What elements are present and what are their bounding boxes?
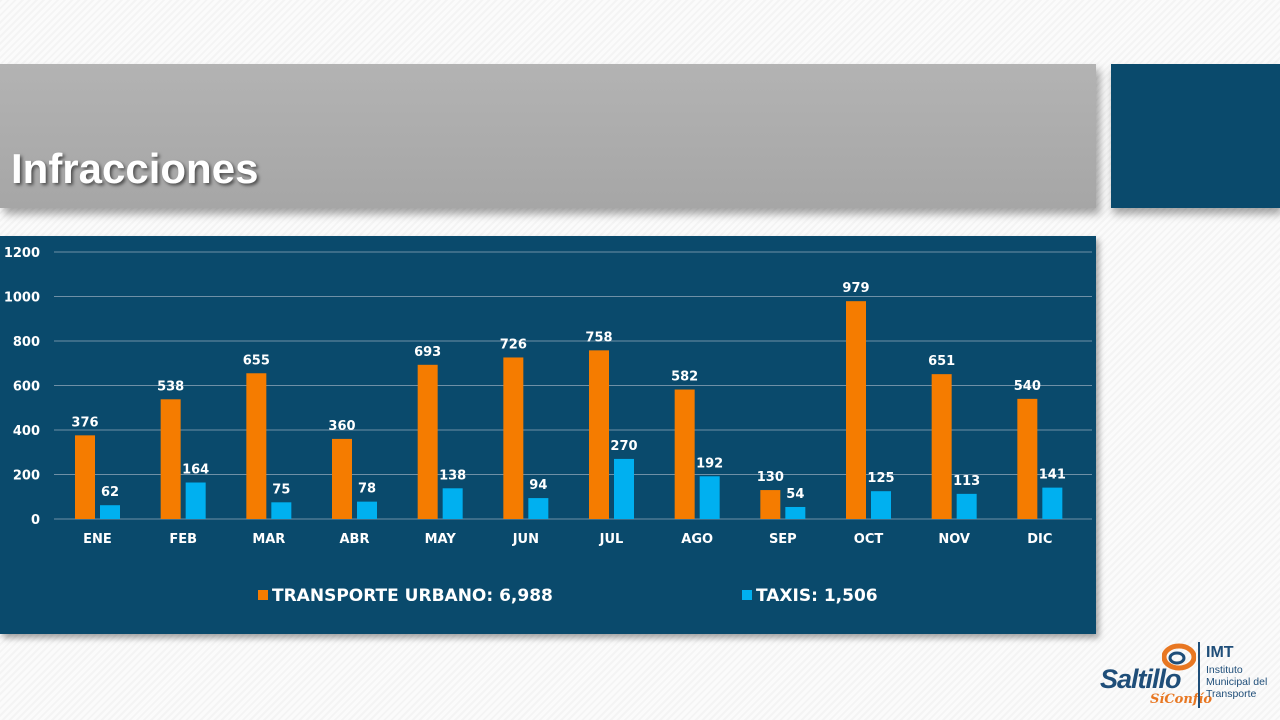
data-label: 192 [696, 456, 723, 471]
y-tick-label: 1000 [4, 291, 40, 306]
data-label: 726 [500, 337, 527, 352]
title-bar [0, 64, 1096, 208]
data-label: 75 [272, 482, 290, 497]
swirl-icon [1162, 643, 1196, 671]
x-tick-label: OCT [854, 532, 884, 547]
bar-taxis [185, 482, 206, 519]
bar-taxis [871, 491, 891, 519]
data-label: 651 [928, 354, 955, 369]
bar-transporte-urbano [589, 350, 609, 519]
bar-transporte-urbano [246, 373, 267, 519]
bar-chart: 0 200 400 600 800 1000 1200 376 62 ENE 538 164 FEB 65… [4, 246, 1092, 606]
data-label: 78 [358, 482, 376, 497]
x-tick-label: ABR [340, 532, 370, 547]
data-label: 655 [243, 353, 270, 368]
bar-taxis [614, 458, 634, 519]
slide-title: Infracciones [11, 145, 259, 192]
bar-transporte-urbano [332, 438, 352, 519]
bar-transporte-urbano [931, 374, 952, 519]
data-label: 94 [529, 478, 547, 493]
legend-swatch [258, 590, 268, 600]
y-tick-label: 1200 [4, 246, 40, 261]
bar-taxis [1042, 487, 1063, 519]
bar-taxis [357, 501, 377, 519]
y-tick-label: 800 [13, 335, 40, 350]
y-tick-label: 400 [13, 424, 40, 439]
data-label: 360 [328, 419, 355, 434]
logo-acronym: IMT [1206, 644, 1234, 661]
bar-transporte-urbano [846, 301, 866, 519]
legend-label: TAXIS: 1,506 [756, 586, 878, 606]
x-tick-label: MAY [425, 532, 457, 547]
bar-taxis [956, 493, 977, 519]
x-tick-label: ENE [83, 532, 112, 547]
bar-transporte-urbano [503, 357, 524, 519]
x-tick-label: SEP [769, 532, 797, 547]
data-label: 62 [101, 485, 119, 500]
x-tick-label: JUL [599, 532, 624, 547]
y-tick-label: 0 [31, 513, 40, 528]
bar-taxis [271, 502, 292, 519]
data-label: 141 [1039, 468, 1066, 483]
accent-block [1111, 64, 1280, 208]
logo-saltillo-text: Saltillo [1100, 664, 1182, 694]
x-tick-label: NOV [938, 532, 970, 547]
x-tick-label: MAR [252, 532, 285, 547]
bar-transporte-urbano [75, 435, 95, 519]
data-label: 979 [842, 281, 869, 296]
bar-transporte-urbano [760, 490, 781, 519]
data-label: 538 [157, 379, 184, 394]
logo-divider [1198, 642, 1200, 708]
bar-transporte-urbano [1017, 398, 1038, 519]
bar-taxis [785, 506, 806, 519]
data-label: 376 [71, 415, 98, 430]
x-tick-label: FEB [169, 532, 197, 547]
data-label: 138 [439, 468, 466, 483]
data-label: 113 [953, 474, 980, 489]
legend-label: TRANSPORTE URBANO: 6,988 [272, 586, 553, 606]
x-tick-label: JUN [512, 532, 539, 547]
data-label: 758 [585, 330, 612, 345]
x-tick-label: DIC [1027, 532, 1052, 547]
data-label: 270 [610, 439, 637, 454]
y-tick-label: 200 [13, 469, 40, 484]
logo-full-name: Instituto Municipal del Transporte [1206, 664, 1268, 700]
data-label: 693 [414, 345, 441, 360]
x-tick-label: AGO [681, 532, 713, 547]
data-label: 582 [671, 370, 698, 385]
data-label: 125 [867, 471, 894, 486]
bar-transporte-urbano [160, 399, 181, 519]
bar-taxis [528, 498, 549, 519]
y-tick-label: 600 [13, 380, 40, 395]
chart-panel: 0 200 400 600 800 1000 1200 376 62 ENE 538 164 FEB 65… [0, 236, 1096, 634]
data-label: 54 [786, 487, 804, 502]
data-label: 540 [1014, 379, 1041, 394]
data-label: 164 [182, 463, 209, 478]
bar-taxis [100, 505, 120, 519]
bar-taxis [699, 476, 720, 519]
bar-transporte-urbano [674, 389, 695, 519]
data-label: 130 [757, 470, 784, 485]
bar-taxis [442, 488, 463, 519]
legend-swatch [742, 590, 752, 600]
bar-transporte-urbano [417, 364, 438, 519]
logo-tagline: SíConfío [1150, 692, 1212, 707]
imt-logo: Saltillo SíConfío IMT Instituto Municipa… [1098, 640, 1280, 720]
